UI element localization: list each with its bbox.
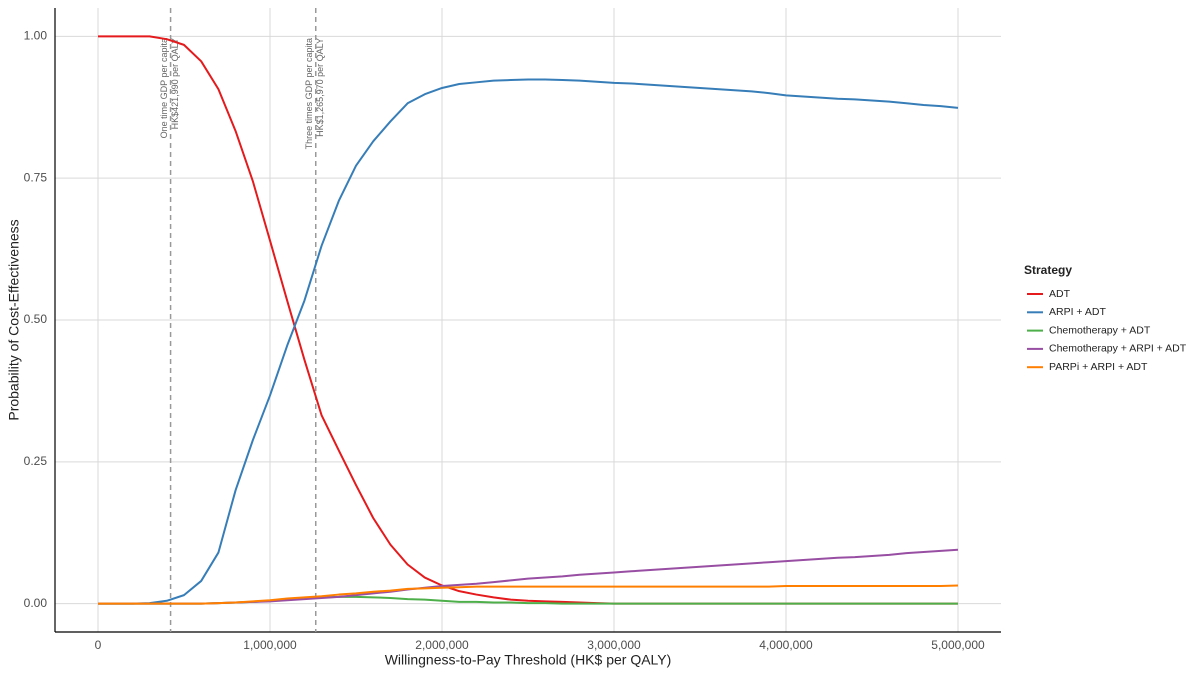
annotation-text: Three times GDP per capita (304, 38, 314, 149)
annotation-text: HK$1,265,970 per QALY (315, 38, 325, 137)
x-tick-label: 2,000,000 (415, 638, 469, 652)
annotation-text: One time GDP per capita (159, 38, 169, 138)
series-line (98, 548, 959, 605)
annotation-text: HK$421,990 per QALY (170, 38, 180, 129)
legend-label: PARPi + ARPI + ADT (1049, 361, 1148, 373)
legend-label: ARPI + ADT (1049, 306, 1106, 318)
x-tick-label: 0 (95, 638, 102, 652)
y-tick-label: 0.00 (24, 596, 48, 610)
x-tick-label: 4,000,000 (759, 638, 813, 652)
y-tick-label: 1.00 (24, 29, 48, 43)
series-line (98, 584, 959, 605)
y-tick-label: 0.25 (24, 454, 48, 468)
y-tick-label: 0.75 (24, 170, 48, 184)
x-tick-label: 1,000,000 (243, 638, 297, 652)
legend-label: Chemotherapy + ADT (1049, 324, 1151, 336)
y-axis-label: Probability of Cost-Effectiveness (6, 219, 22, 420)
y-tick-label: 0.50 (24, 312, 48, 326)
x-tick-label: 5,000,000 (931, 638, 985, 652)
legend-title: Strategy (1024, 263, 1072, 277)
x-tick-label: 3,000,000 (587, 638, 641, 652)
x-axis-label: Willingness-to-Pay Threshold (HK$ per QA… (385, 652, 672, 668)
legend-label: ADT (1049, 288, 1071, 300)
series-line (98, 78, 959, 605)
legend-label: Chemotherapy + ARPI + ADT (1049, 343, 1187, 355)
